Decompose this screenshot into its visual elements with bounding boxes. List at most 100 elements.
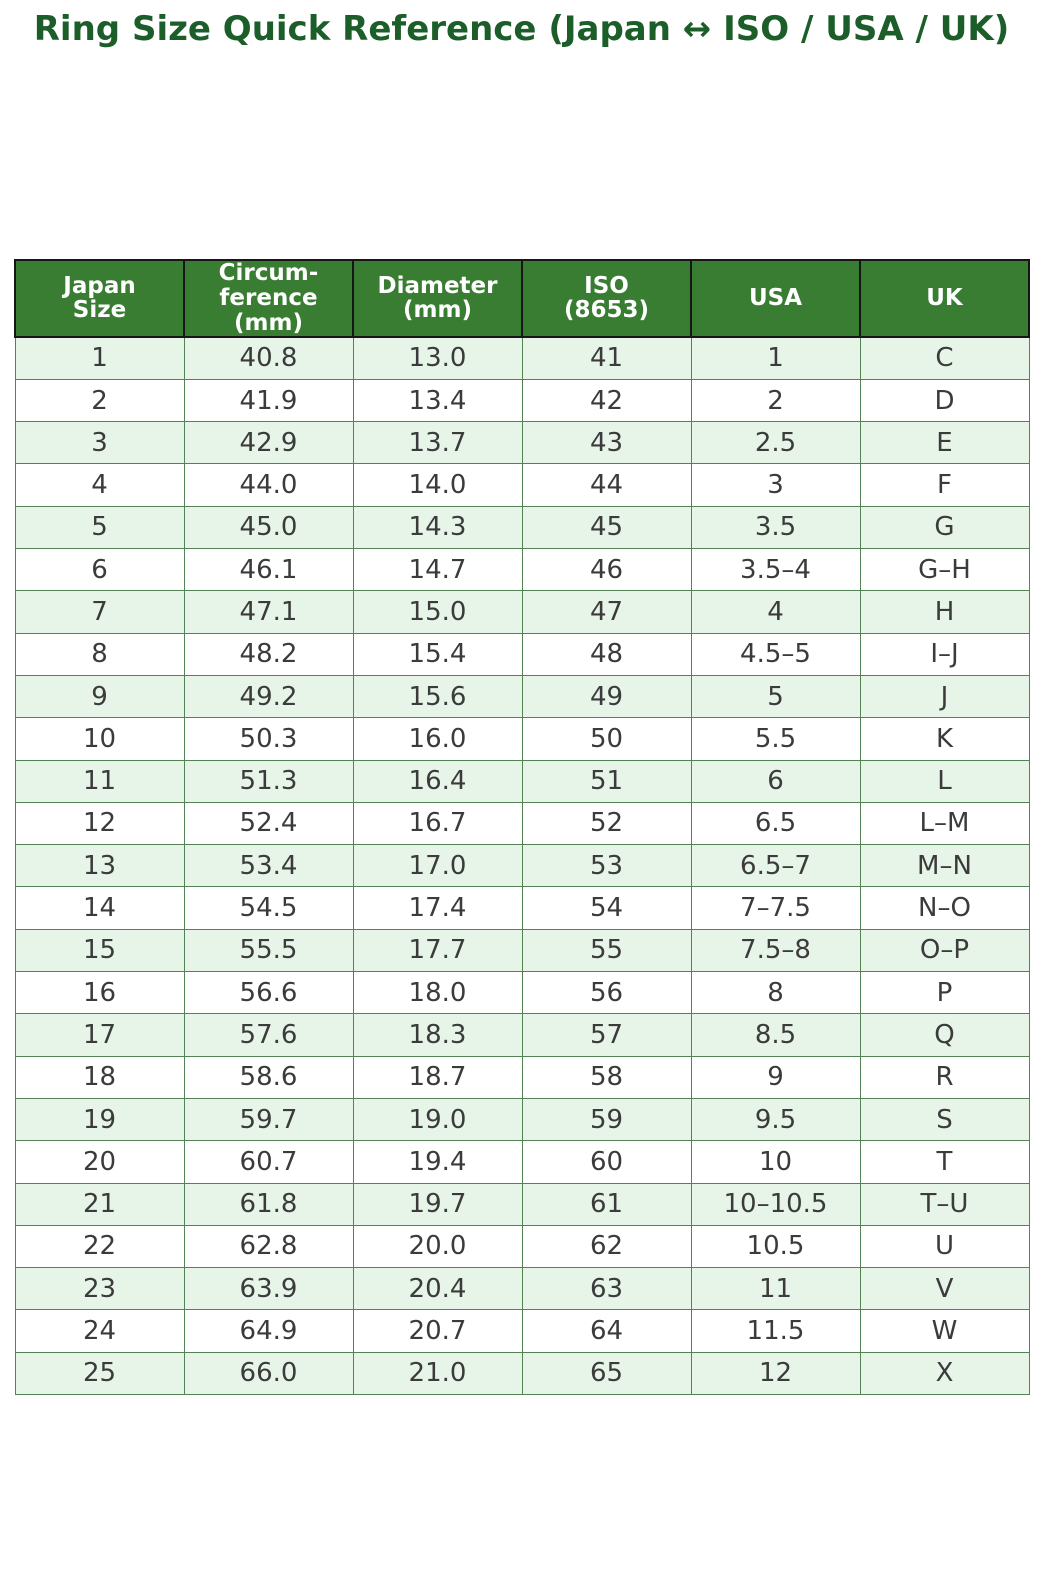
table-cell: 50.3: [183, 717, 354, 761]
table-cell: 22: [14, 1224, 185, 1269]
table-cell: 61.8: [183, 1182, 354, 1226]
table-row: 23 63.9 20.4 63 11 V: [14, 1267, 1030, 1311]
table-cell: 61: [521, 1182, 692, 1226]
table-cell: 2: [14, 378, 185, 423]
table-cell: 5: [690, 674, 861, 719]
table-cell: 49: [521, 674, 692, 719]
table-cell: 41.9: [183, 378, 354, 423]
table-row: 24 64.9 20.7 64 11.5 W: [14, 1309, 1030, 1353]
table-cell: 18.0: [352, 971, 523, 1015]
table-cell: 43: [521, 421, 692, 465]
table-cell: 57: [521, 1013, 692, 1057]
table-cell: 60.7: [183, 1140, 354, 1184]
table-cell: 66.0: [183, 1351, 354, 1396]
table-cell: 8.5: [690, 1013, 861, 1057]
table-cell: 11: [690, 1267, 861, 1311]
table-cell: 44: [521, 463, 692, 507]
table-cell: 14: [14, 886, 185, 930]
table-cell: 20: [14, 1140, 185, 1184]
table-row: 21 61.8 19.7 61 10–10.5 T–U: [14, 1182, 1030, 1226]
table-header: Japan Size Circum- ference (mm) Diameter (…: [14, 259, 1030, 338]
table-cell: 4: [14, 463, 185, 507]
table-row: 18 58.6 18.7 58 9 R: [14, 1055, 1030, 1099]
table-cell: 47: [521, 590, 692, 634]
table-row: 6 46.1 14.7 46 3.5–4 G–H: [14, 548, 1030, 592]
table-row: 11 51.3 16.4 51 6 L: [14, 759, 1030, 803]
table-cell: 8: [14, 632, 185, 676]
table-cell: 17.4: [352, 886, 523, 930]
table-cell: 53: [521, 844, 692, 888]
table-cell: 16.4: [352, 759, 523, 803]
table-cell: G–H: [859, 548, 1030, 592]
table-row: 20 60.7 19.4 60 10 T: [14, 1140, 1030, 1184]
table-cell: D: [859, 378, 1030, 423]
table-cell: 51: [521, 759, 692, 803]
table-row: 8 48.2 15.4 48 4.5–5 I–J: [14, 632, 1030, 676]
table-cell: 12: [690, 1351, 861, 1396]
table-cell: 45.0: [183, 505, 354, 550]
table-cell: T: [859, 1140, 1030, 1184]
table-cell: 45: [521, 505, 692, 550]
table-cell: 11: [14, 759, 185, 803]
table-row: 16 56.6 18.0 56 8 P: [14, 971, 1030, 1015]
table-cell: 64: [521, 1309, 692, 1353]
table-cell: 20.7: [352, 1309, 523, 1353]
table-cell: 16: [14, 971, 185, 1015]
table-cell: J: [859, 674, 1030, 719]
table-cell: 17: [14, 1013, 185, 1057]
table-cell: 55: [521, 928, 692, 973]
table-cell: 21: [14, 1182, 185, 1226]
table-cell: 56: [521, 971, 692, 1015]
table-cell: 4.5–5: [690, 632, 861, 676]
table-row: 5 45.0 14.3 45 3.5 G: [14, 505, 1030, 550]
column-header: Diameter (mm): [352, 259, 523, 338]
table-cell: 47.1: [183, 590, 354, 634]
table-cell: 5.5: [690, 717, 861, 761]
table-cell: V: [859, 1267, 1030, 1311]
table-cell: 5: [14, 505, 185, 550]
table-cell: 13: [14, 844, 185, 888]
table-cell: T–U: [859, 1182, 1030, 1226]
table-cell: 14.7: [352, 548, 523, 592]
table-cell: 1: [14, 336, 185, 380]
table-cell: 63.9: [183, 1267, 354, 1311]
table-row: 1 40.8 13.0 41 1 C: [14, 336, 1030, 380]
table-cell: P: [859, 971, 1030, 1015]
column-header: Japan Size: [14, 259, 185, 338]
table-cell: 9: [690, 1055, 861, 1099]
table-cell: 6: [14, 548, 185, 592]
table-cell: 15.6: [352, 674, 523, 719]
table-cell: 64.9: [183, 1309, 354, 1353]
table-cell: 51.3: [183, 759, 354, 803]
table-cell: 23: [14, 1267, 185, 1311]
table-cell: 63: [521, 1267, 692, 1311]
table-cell: 2: [690, 378, 861, 423]
table-row: 12 52.4 16.7 52 6.5 L–M: [14, 801, 1030, 846]
table-cell: 56.6: [183, 971, 354, 1015]
table-cell: 7–7.5: [690, 886, 861, 930]
table-cell: C: [859, 336, 1030, 380]
table-row: 14 54.5 17.4 54 7–7.5 N–O: [14, 886, 1030, 930]
table-cell: 20.4: [352, 1267, 523, 1311]
table-cell: 44.0: [183, 463, 354, 507]
table-row: 4 44.0 14.0 44 3 F: [14, 463, 1030, 507]
table-row: 25 66.0 21.0 65 12 X: [14, 1351, 1030, 1396]
table-row: 19 59.7 19.0 59 9.5 S: [14, 1097, 1030, 1142]
table-row: 15 55.5 17.7 55 7.5–8 O–P: [14, 928, 1030, 973]
table-cell: 3: [14, 421, 185, 465]
table-cell: 58: [521, 1055, 692, 1099]
table-cell: 59.7: [183, 1097, 354, 1142]
table-cell: 10.5: [690, 1224, 861, 1269]
table-cell: 16.7: [352, 801, 523, 846]
column-header: UK: [859, 259, 1030, 338]
table-cell: X: [859, 1351, 1030, 1396]
table-cell: G: [859, 505, 1030, 550]
table-cell: 6: [690, 759, 861, 803]
table-cell: 15: [14, 928, 185, 973]
table-cell: 10–10.5: [690, 1182, 861, 1226]
table-cell: 17.7: [352, 928, 523, 973]
table-cell: 41: [521, 336, 692, 380]
table-cell: K: [859, 717, 1030, 761]
table-cell: F: [859, 463, 1030, 507]
table-cell: S: [859, 1097, 1030, 1142]
